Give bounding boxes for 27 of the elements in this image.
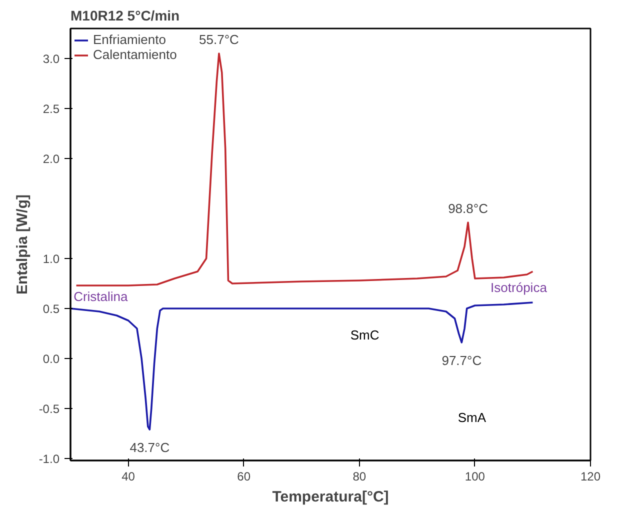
y-tick-label: -1.0 [38, 452, 60, 466]
x-tick-label: 40 [122, 470, 136, 484]
annotation: 55.7°C [199, 32, 239, 47]
annotation: Isotrópica [490, 280, 548, 296]
y-axis-title: Entalpia [W/g] [14, 194, 31, 294]
annotation: 97.7°C [442, 353, 482, 368]
y-tick-label: 2.5 [42, 102, 60, 116]
y-tick-label: 2.0 [42, 152, 60, 166]
legend-label: Enfriamiento [93, 32, 166, 47]
annotation: SmC [350, 328, 380, 343]
line-series [70, 302, 534, 430]
x-tick-label: 120 [580, 470, 601, 484]
x-tick-label: 80 [352, 470, 366, 484]
annotation: SmA [458, 410, 486, 425]
y-tick-label: 0.0 [42, 352, 60, 366]
annotation: 98.8°C [448, 201, 488, 216]
y-tick-label: 1.0 [42, 252, 60, 266]
legend-label: Calentamiento [93, 47, 177, 62]
annotation: Cristalina [74, 288, 129, 304]
x-tick-label: 100 [464, 470, 486, 484]
annotation: 43.7°C [130, 440, 170, 455]
y-tick-label: -0.5 [38, 402, 60, 416]
chart-title: M10R12 5°C/min [70, 8, 180, 24]
x-tick-label: 60 [237, 470, 251, 484]
y-tick-label: 0.5 [42, 302, 60, 316]
x-axis-title: Temperatura[°C] [272, 488, 389, 506]
y-tick-label: 3.0 [42, 52, 60, 66]
